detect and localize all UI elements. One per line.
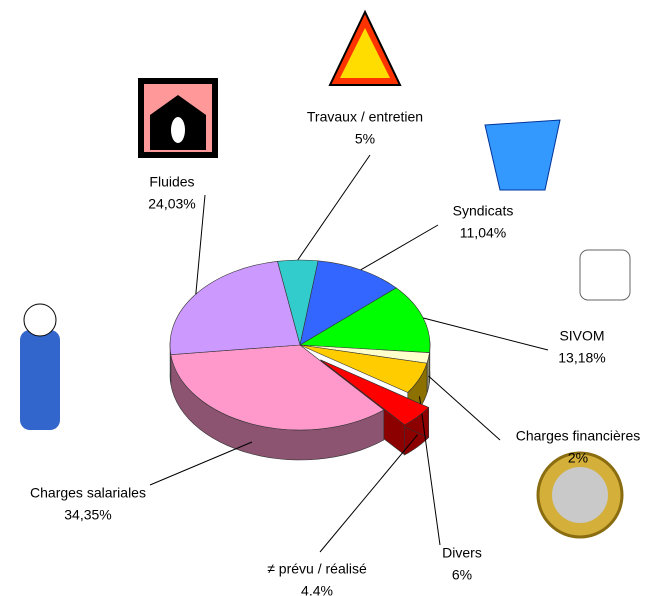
slice-value: 2% [568,450,588,466]
leader-line [298,155,370,260]
leader-line [419,396,440,545]
slice-value: 34,35% [64,507,111,523]
slice-label: Charges salariales [30,485,146,501]
slice-value: 6% [452,567,472,583]
leader-line [196,195,205,294]
slice-label: ≠ prévu / réalisé [267,561,367,577]
leader-line [361,225,438,270]
slice-value: 24,03% [148,196,195,212]
slice-label: Divers [442,545,482,561]
pie-slice [170,261,300,354]
slice-label: Syndicats [453,203,514,219]
leader-line [428,376,500,440]
leader-line [423,318,548,350]
chart: Travaux / entretien 5% Syndicats 11,04% SIVO… [0,0,650,596]
slice-label: SIVOM [559,328,604,344]
slice-value: 5% [355,131,375,147]
slice-label: Charges financières [516,428,641,444]
slice-label: Travaux / entretien [307,109,423,125]
slice-label: Fluides [149,174,194,190]
leader-line [150,442,252,485]
slice-value: 11,04% [460,225,506,241]
slice-value: 13,18% [558,350,605,366]
slice-value: 4.4% [301,583,333,596]
